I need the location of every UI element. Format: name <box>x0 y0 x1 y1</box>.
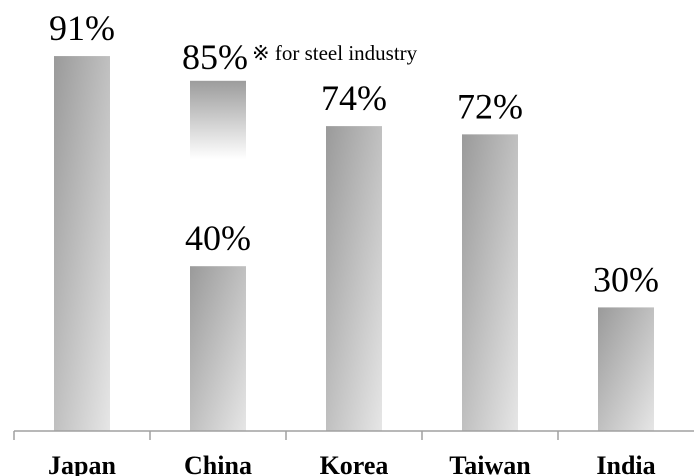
value-labels-group: 91% 40% 74% 72% 30% 85% ※ for steel industry <box>49 8 659 299</box>
value-label-japan: 91% <box>49 8 115 48</box>
bar-japan <box>54 56 110 432</box>
bar-china-steel <box>190 80 246 160</box>
x-tick-label-korea: Korea <box>320 451 389 476</box>
bar-taiwan <box>462 134 518 432</box>
bar-korea <box>326 126 382 432</box>
x-tick-label-china: China <box>184 451 252 476</box>
value-label-china: 40% <box>185 218 251 258</box>
bars-group <box>54 56 654 432</box>
value-label-india: 30% <box>593 259 659 299</box>
x-tick-label-taiwan: Taiwan <box>449 451 531 476</box>
annotation-steel-industry: ※ for steel industry <box>252 41 418 65</box>
x-tick-label-india: India <box>596 451 655 476</box>
bar-china <box>190 266 246 431</box>
x-tick-label-japan: Japan <box>48 451 116 476</box>
value-label-china-steel: 85% <box>182 37 248 77</box>
x-axis: Japan China Korea Taiwan India <box>13 430 694 476</box>
value-label-taiwan: 72% <box>457 86 523 126</box>
bar-india <box>598 307 654 431</box>
value-label-korea: 74% <box>321 78 387 118</box>
